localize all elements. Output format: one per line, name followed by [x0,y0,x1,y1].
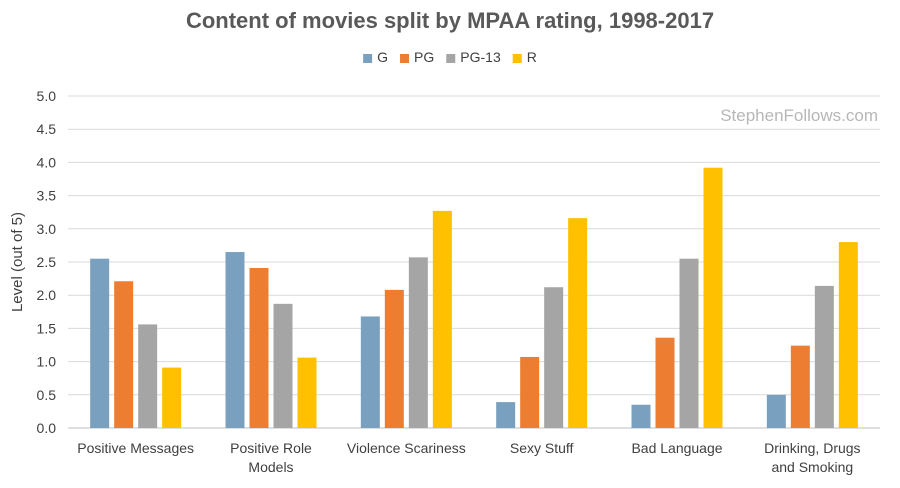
y-tick-label: 5.0 [37,88,57,104]
category-label: and Smoking [771,459,853,475]
category-label: Bad Language [631,440,722,456]
y-tick-label: 1.0 [37,354,57,370]
legend-item: G [363,49,388,65]
bar-pg-5 [790,345,810,428]
category-label: Positive Messages [77,440,194,456]
bar-pg-4 [655,337,675,428]
bar-g-2 [360,316,380,428]
legend-item: PG [400,49,434,65]
bar-g-4 [631,404,651,428]
bar-g-1 [225,252,245,428]
legend-label: PG [414,49,434,65]
gridlines [68,95,880,429]
watermark: StephenFollows.com [720,106,878,125]
bars [90,167,858,428]
bar-pg-2 [384,289,404,428]
bar-pg-0 [114,281,134,428]
bar-r-5 [838,242,858,428]
bar-r-0 [162,367,182,428]
bar-pg-13-5 [814,285,834,428]
bar-g-0 [90,258,110,428]
y-axis-ticks: 0.0 0.5 1.0 1.5 2.0 2.5 3.0 3.5 4.0 4.5 5.0 [37,88,57,436]
bar-g-5 [766,394,786,428]
y-axis-label: Level (out of 5) [9,212,26,312]
legend-label: R [527,49,537,65]
bar-pg-13-0 [138,324,158,428]
legend-swatch [512,54,522,63]
bar-g-3 [496,402,516,428]
y-tick-label: 0.5 [37,387,57,403]
y-tick-label: 0.0 [37,420,57,436]
legend: G PG PG-13 R [363,49,537,65]
category-label: Drinking, Drugs [764,440,860,456]
category-label: Models [248,459,293,475]
legend-swatch [446,54,456,63]
bar-pg-1 [249,267,269,428]
category-label: Sexy Stuff [510,440,574,456]
bar-pg-13-3 [544,287,564,428]
bar-pg-3 [520,356,540,428]
y-tick-label: 3.0 [37,221,57,237]
bar-pg-13-4 [679,258,699,428]
chart-title: Content of movies split by MPAA rating, … [186,8,714,33]
bar-pg-13-2 [408,257,428,428]
legend-swatch [400,54,410,63]
legend-swatch [363,54,373,63]
y-tick-label: 4.5 [37,121,57,137]
y-tick-label: 2.5 [37,254,57,270]
y-tick-label: 2.0 [37,287,57,303]
y-tick-label: 1.5 [37,320,57,336]
legend-label: PG-13 [460,49,501,65]
category-label: Positive Role [230,440,312,456]
category-label: Violence Scariness [347,440,466,456]
y-tick-label: 4.0 [37,154,57,170]
y-tick-label: 3.5 [37,188,57,204]
bar-r-3 [568,218,588,428]
x-axis-categories: Positive Messages Positive Role Models Viol… [77,440,860,475]
legend-item: PG-13 [446,49,501,65]
bar-r-4 [703,167,723,428]
bar-r-2 [432,210,452,428]
legend-item: R [512,49,537,65]
legend-label: G [377,49,388,65]
bar-r-1 [297,357,317,428]
bar-pg-13-1 [273,303,293,428]
